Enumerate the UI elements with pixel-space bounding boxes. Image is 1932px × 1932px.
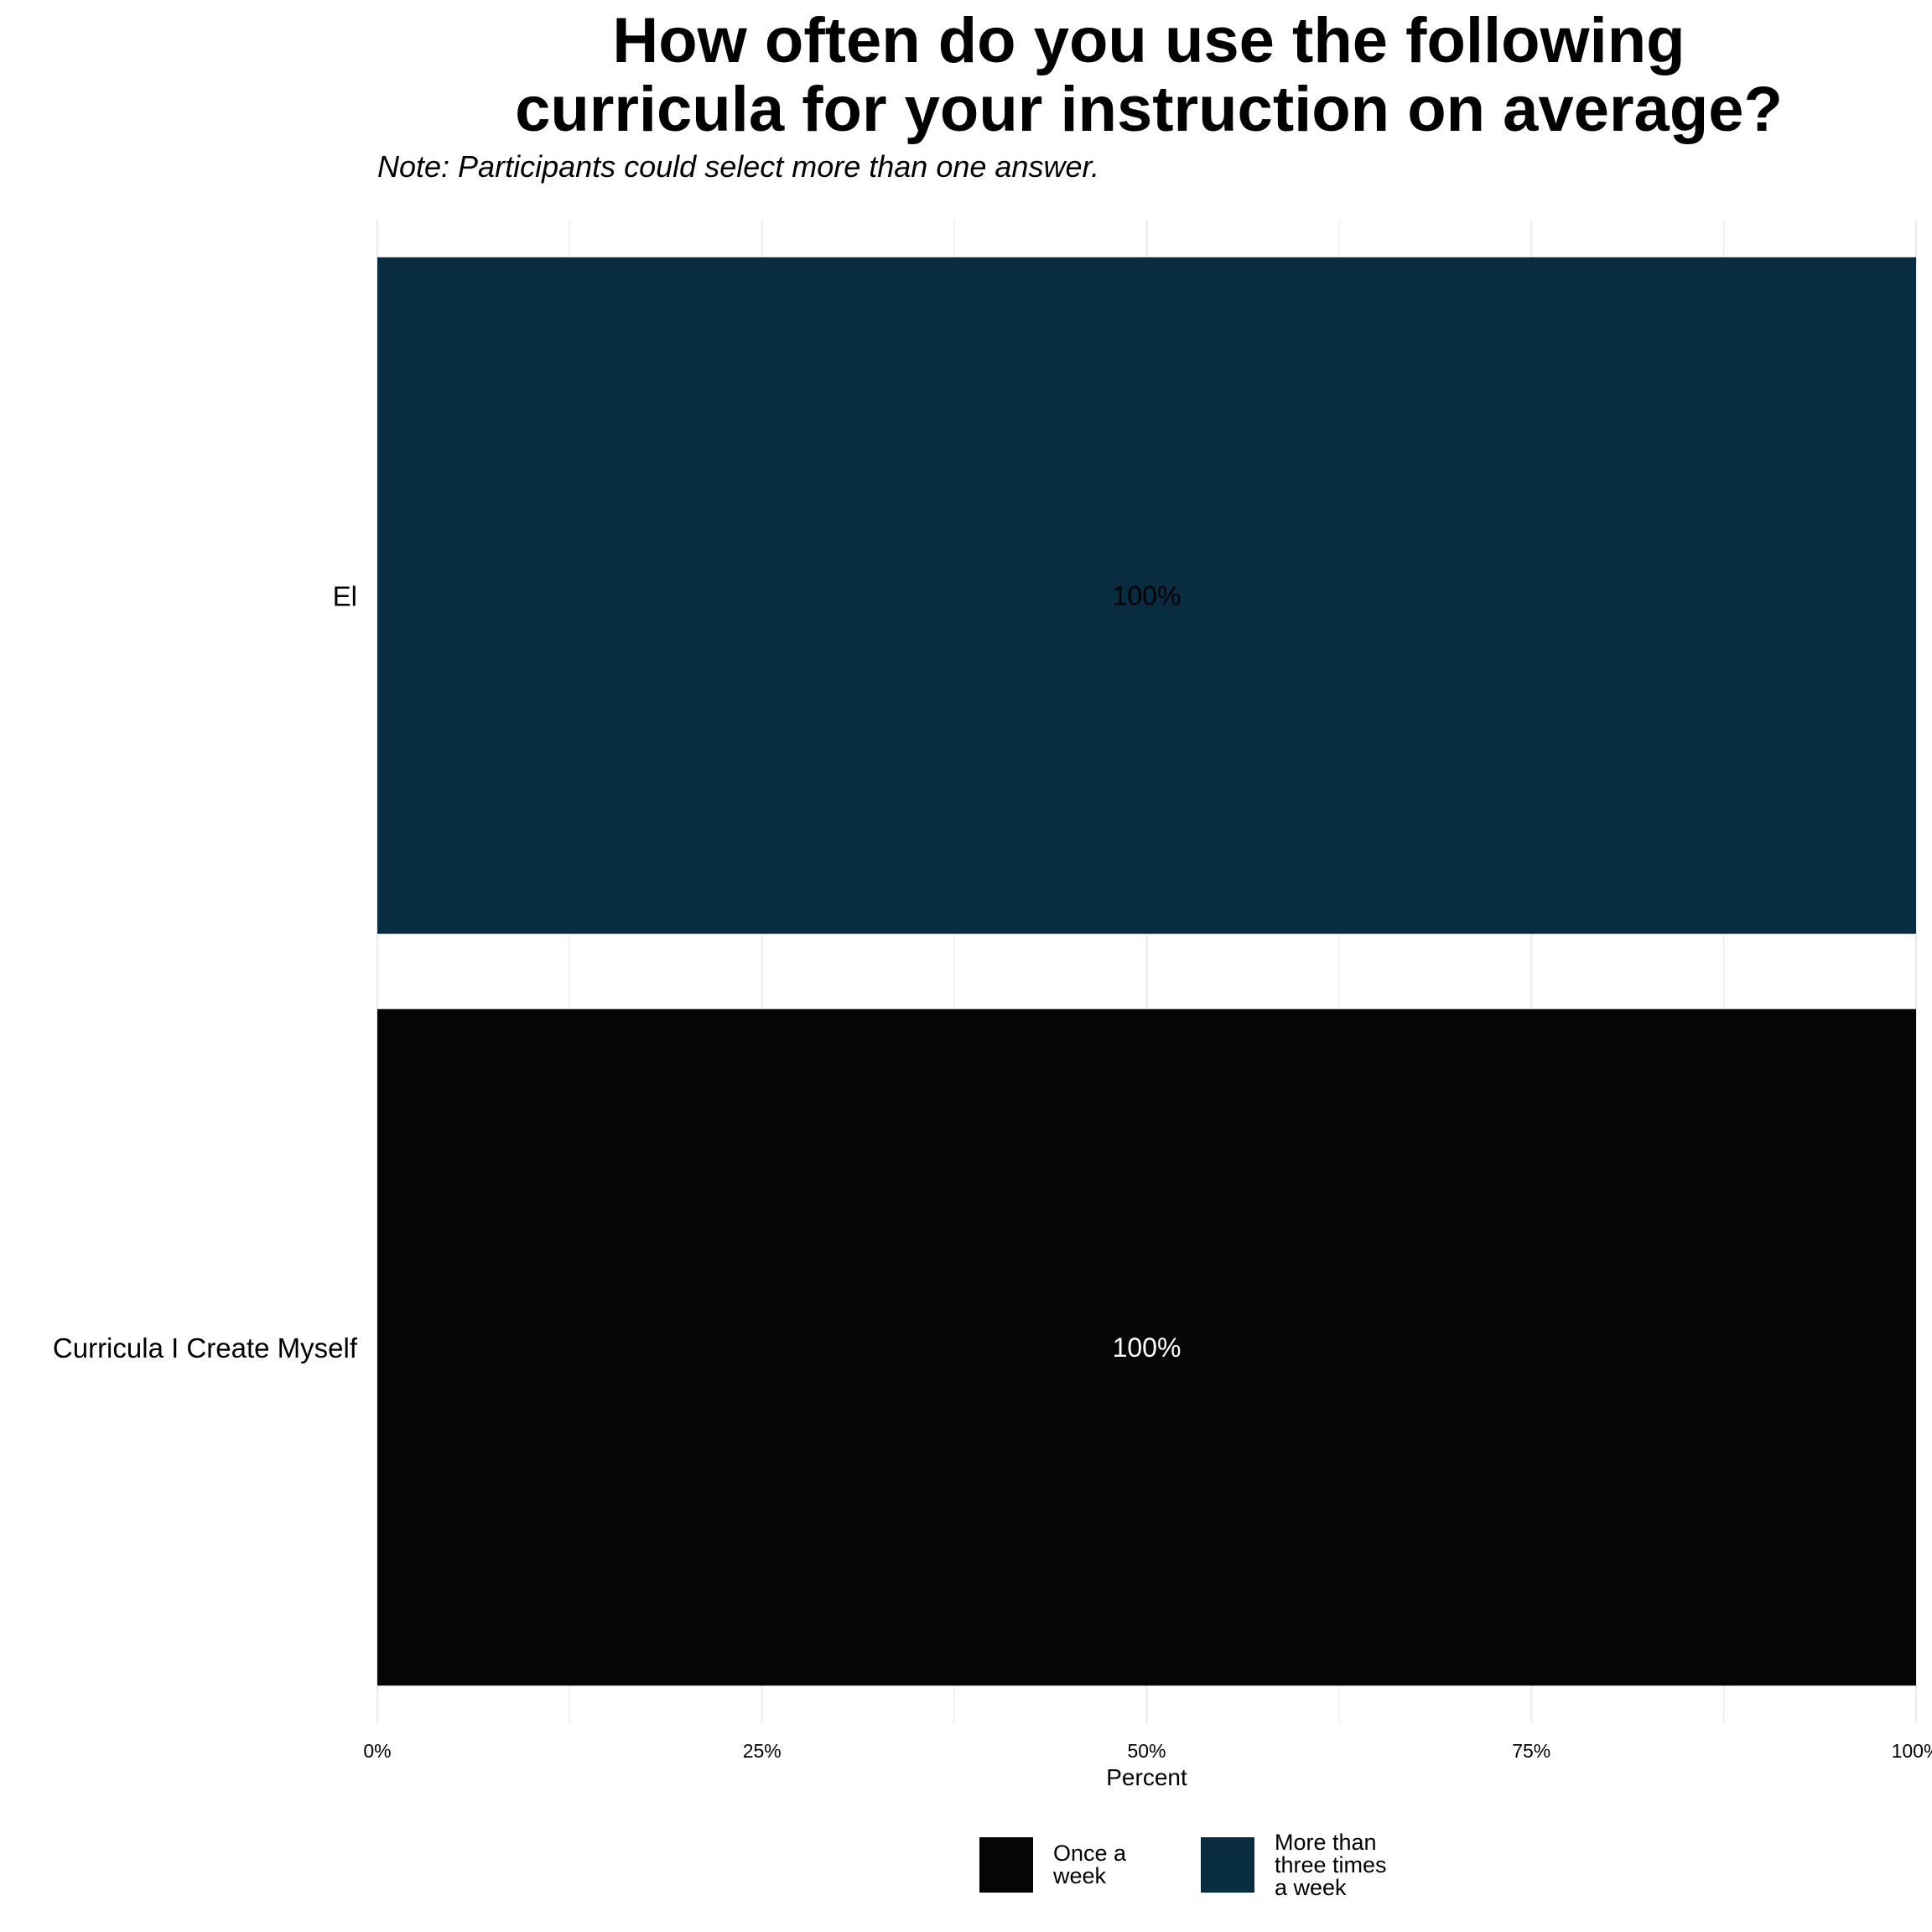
x-axis-title: Percent — [1106, 1764, 1187, 1790]
category-label: Curricula I Create Myself — [53, 1332, 358, 1363]
legend-label-line: More than — [1275, 1829, 1377, 1855]
legend-label-more-than-three-times: More than three times a week — [1275, 1831, 1400, 1899]
chart-title-line-2: curricula for your instruction on averag… — [515, 74, 1783, 145]
legend-label-line: three times — [1275, 1852, 1387, 1877]
data-label: 100% — [1113, 1332, 1182, 1363]
legend-item-more-than-three-times: More than three times a week — [1201, 1831, 1400, 1899]
legend-label-line: Once a — [1053, 1841, 1127, 1866]
legend-swatch-more-than-three-times — [1201, 1837, 1254, 1893]
x-tick-label: 50% — [1127, 1740, 1166, 1762]
x-tick-label: 75% — [1512, 1740, 1550, 1762]
data-label: 100% — [1113, 580, 1182, 610]
legend: Once a week More than three times a week — [979, 1831, 1422, 1898]
chart-subtitle: Note: Participants could select more tha… — [377, 149, 1100, 184]
chart-title-line-1: How often do you use the following — [612, 5, 1685, 76]
legend-label-line: a week — [1275, 1874, 1347, 1900]
x-tick-label: 25% — [743, 1740, 782, 1762]
legend-label-line: week — [1053, 1863, 1107, 1888]
x-tick-label: 100% — [1892, 1740, 1932, 1762]
chart-title: How often do you use the following curri… — [377, 7, 1920, 144]
bar-more-than-three-times-0 — [377, 257, 1916, 934]
legend-label-once-a-week: Once a week — [1053, 1842, 1179, 1888]
bar-once-a-week-1 — [377, 1009, 1916, 1686]
x-tick-label: 0% — [363, 1740, 391, 1762]
legend-item-once-a-week: Once a week — [979, 1837, 1179, 1893]
category-label: El — [333, 580, 357, 611]
legend-swatch-once-a-week — [979, 1837, 1033, 1893]
